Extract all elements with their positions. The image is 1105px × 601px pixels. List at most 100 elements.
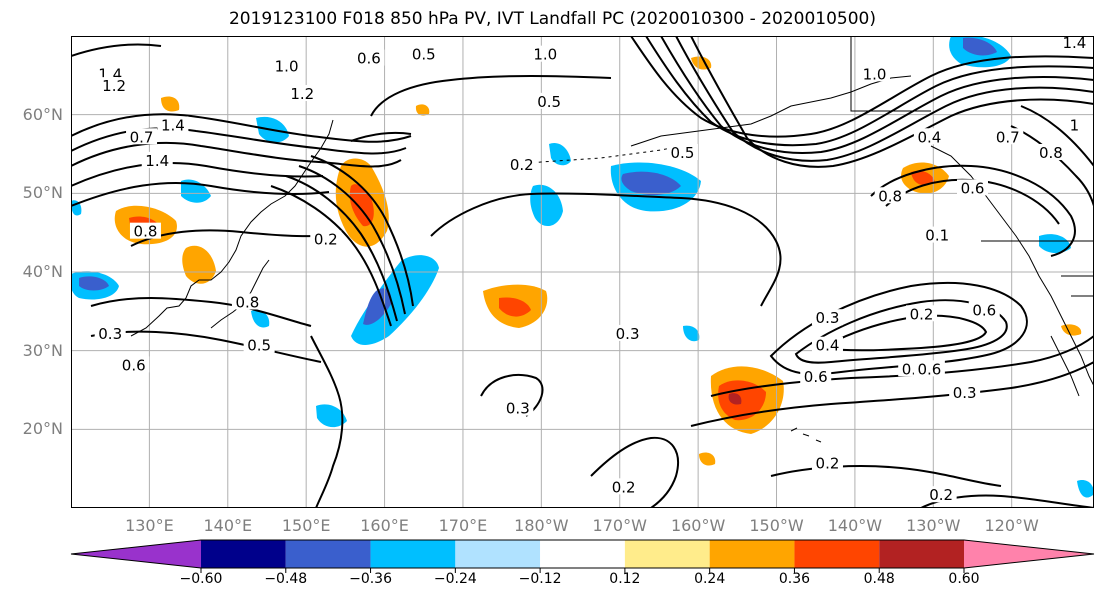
ivt-contour bbox=[270, 185, 392, 327]
contour-label: 1.0 bbox=[863, 65, 887, 83]
province-border bbox=[850, 36, 931, 112]
contour-label: 0.3 bbox=[616, 325, 640, 343]
contour-label-background bbox=[913, 360, 945, 377]
contour-label-background bbox=[286, 85, 318, 101]
ivt-contour bbox=[71, 141, 402, 168]
contour-label-background bbox=[533, 92, 565, 109]
longitude-label: 130°W bbox=[906, 516, 961, 535]
anomaly-blob bbox=[182, 245, 216, 284]
ivt-contour bbox=[1010, 125, 1094, 207]
contour-label: 1 bbox=[1070, 116, 1080, 134]
contour-label: 0.6 bbox=[122, 356, 146, 374]
contour-labels: 1.4 1.2 1.0 1.2 0.6 0.5 1.0 0.5 0.7 1.4 1.4 0.8 0.2 0… bbox=[94, 36, 1090, 504]
contour-label: 1.4 bbox=[145, 152, 169, 170]
contour-label: 0.6 bbox=[804, 368, 828, 386]
anomaly-blob bbox=[1039, 234, 1071, 254]
latitude-label: 50°N bbox=[22, 183, 63, 203]
anomaly-blob bbox=[699, 452, 716, 466]
ivt-contour bbox=[430, 192, 782, 307]
anomaly-blob bbox=[718, 380, 766, 421]
anomaly-blob bbox=[316, 404, 347, 428]
contour-label: 0.2 bbox=[612, 478, 636, 496]
longitude-label: 130°E bbox=[125, 516, 174, 535]
ivt-contour bbox=[660, 36, 1094, 154]
contour-label-background bbox=[925, 486, 957, 503]
contour-label-background bbox=[921, 226, 953, 243]
anomaly-blob bbox=[181, 179, 211, 203]
anomaly-blob bbox=[549, 142, 571, 166]
ivt-contour bbox=[310, 335, 344, 508]
contour-label-background bbox=[408, 45, 440, 62]
colorbar-tick-label: −0.48 bbox=[264, 571, 308, 587]
contour-label-background bbox=[608, 478, 640, 495]
ivt-contour bbox=[71, 181, 330, 207]
contour-label: 0.3 bbox=[816, 309, 840, 327]
ivt-contour bbox=[370, 75, 612, 117]
state-border bbox=[1061, 275, 1094, 297]
contour-label: 0.8 bbox=[235, 293, 259, 311]
colorbar bbox=[70, 539, 1095, 573]
anomaly-blob bbox=[79, 276, 109, 291]
colorbar-tick-label: 0.48 bbox=[863, 571, 895, 587]
asia-coastline bbox=[130, 119, 334, 337]
contour-label: 1.4 bbox=[1062, 36, 1086, 52]
contour-label: 0.8 bbox=[1039, 144, 1063, 162]
contour-label-background bbox=[1058, 36, 1090, 50]
colorbar-segment bbox=[71, 540, 201, 568]
colorbar-segment bbox=[455, 540, 541, 568]
contour-label: 0.3 bbox=[98, 325, 122, 343]
map-title: 2019123100 F018 850 hPa PV, IVT Landfall… bbox=[228, 9, 876, 29]
contour-label: 1.0 bbox=[275, 57, 299, 75]
contour-label: 0.6 bbox=[961, 179, 985, 197]
longitude-label: 120°W bbox=[984, 516, 1039, 535]
latitude-label: 40°N bbox=[22, 262, 63, 281]
contour-label-background bbox=[98, 77, 130, 94]
ivt-contour bbox=[794, 299, 1008, 364]
colorbar-segment bbox=[794, 540, 880, 568]
baja-coastline bbox=[1050, 335, 1080, 397]
colorbar-segment bbox=[540, 540, 625, 568]
ivt-contour bbox=[71, 113, 412, 143]
contour-label-background bbox=[811, 336, 843, 353]
anomaly-blob bbox=[161, 96, 180, 112]
contour-label-background bbox=[310, 230, 342, 247]
ivt-contour bbox=[298, 165, 406, 315]
longitude-label: 160°W bbox=[670, 516, 726, 535]
contour-label: 0.3 bbox=[506, 400, 530, 418]
anomaly-blob bbox=[911, 170, 935, 186]
contour-label-background bbox=[126, 128, 158, 145]
contour-label-background bbox=[859, 65, 891, 82]
colorbar-segment bbox=[201, 540, 286, 568]
contour-label: 0.6 bbox=[357, 50, 381, 68]
contour-label: 0.1 bbox=[925, 227, 949, 245]
contour-label: 0.7 bbox=[996, 128, 1020, 146]
contour-label-background bbox=[141, 151, 173, 168]
colorbar-tick-label: 0.60 bbox=[948, 571, 980, 587]
pv-ivt-map: 1.4 1.2 1.0 1.2 0.6 0.5 1.0 0.5 0.7 1.4 1.4 0.8 0.2 0… bbox=[71, 36, 1094, 508]
longitude-label: 140°E bbox=[203, 516, 253, 535]
contour-label-background bbox=[243, 336, 275, 353]
ivt-contour bbox=[645, 36, 1094, 147]
contour-label: 1.0 bbox=[533, 46, 557, 64]
contour-label-background bbox=[129, 222, 161, 239]
contour-label-background bbox=[913, 128, 945, 145]
contour-label-background bbox=[506, 155, 538, 172]
contour-label: 0.2 bbox=[910, 305, 934, 323]
ivt-contour bbox=[690, 361, 1094, 427]
contour-label-background bbox=[157, 116, 189, 133]
contour-label: 1.4 bbox=[161, 116, 185, 134]
contour-label: 0.8 bbox=[134, 223, 158, 241]
ivt-contour bbox=[675, 36, 1094, 162]
aleutian-chain bbox=[510, 143, 692, 167]
ivt-contour bbox=[870, 164, 1076, 257]
alaska-coastline bbox=[630, 75, 912, 147]
ivt-contour bbox=[770, 465, 1002, 487]
anomaly-blob bbox=[1077, 480, 1094, 498]
contour-label-background bbox=[1035, 144, 1067, 160]
ivt-contour bbox=[690, 36, 1094, 168]
contour-label-background bbox=[94, 324, 126, 341]
contour-label: 0.2 bbox=[314, 231, 338, 249]
positive-anomaly-shading bbox=[114, 56, 1082, 466]
anomaly-blob bbox=[728, 393, 742, 405]
longitude-label: 150°E bbox=[281, 516, 331, 535]
